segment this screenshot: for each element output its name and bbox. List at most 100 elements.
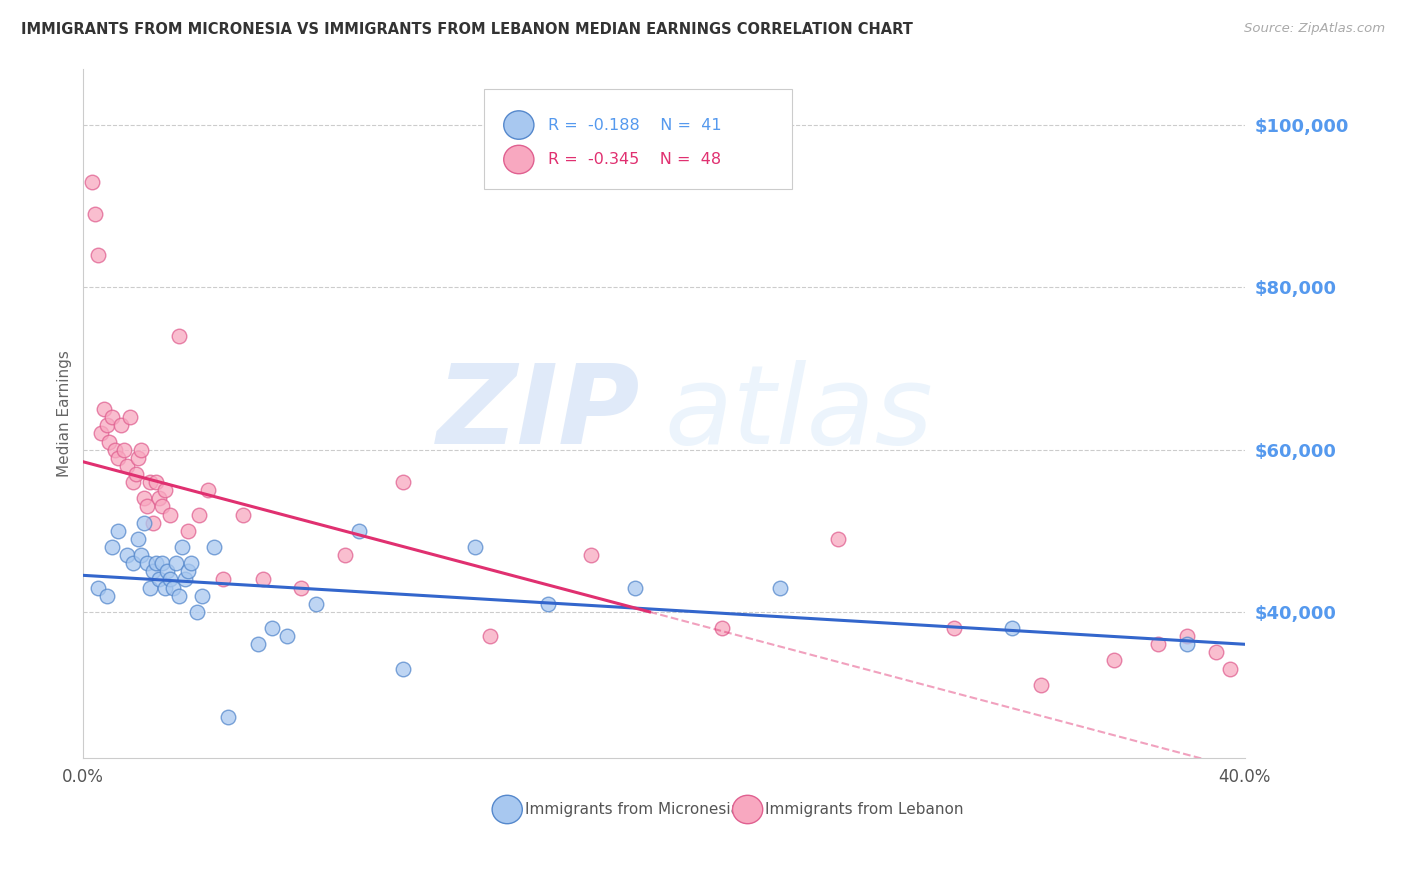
Point [145,556,167,570]
Point [186,605,208,619]
Point [252,573,274,587]
Point [96,418,118,433]
Text: R =  -0.188    N =  41: R = -0.188 N = 41 [548,118,721,133]
Point [276,629,298,643]
Point [391,662,413,676]
Point [98,434,121,449]
Text: Immigrants from Lebanon: Immigrants from Lebanon [765,802,963,817]
Point [124,467,146,481]
Point [191,589,214,603]
Point [80,175,103,189]
Point [87,581,110,595]
Point [104,442,127,457]
Point [134,516,156,530]
Point [156,564,179,578]
Point [347,524,370,538]
Point [139,581,162,595]
Point [1146,637,1168,651]
Point [165,556,187,570]
Text: IMMIGRANTS FROM MICRONESIA VS IMMIGRANTS FROM LEBANON MEDIAN EARNINGS CORRELATIO: IMMIGRANTS FROM MICRONESIA VS IMMIGRANTS… [21,22,912,37]
Point [150,556,173,570]
Point [202,540,225,554]
Point [1205,645,1227,659]
Point [304,597,326,611]
Point [581,548,603,562]
Point [148,573,170,587]
Point [96,589,118,603]
Point [180,556,202,570]
Point [145,475,167,489]
Text: Source: ZipAtlas.com: Source: ZipAtlas.com [1244,22,1385,36]
Point [136,556,159,570]
Ellipse shape [492,796,522,823]
Ellipse shape [733,796,762,823]
Point [148,491,170,506]
Point [1175,629,1198,643]
Point [167,329,190,343]
Point [391,475,413,489]
Point [333,548,356,562]
Point [537,597,560,611]
Point [110,418,132,433]
Point [127,450,149,465]
Point [159,508,181,522]
Text: Immigrants from Micronesia: Immigrants from Micronesia [524,802,740,817]
Point [246,637,269,651]
Point [153,483,176,498]
Point [121,475,143,489]
Point [1102,653,1125,667]
Point [217,710,239,724]
Ellipse shape [503,111,534,139]
Point [136,500,159,514]
Point [232,508,254,522]
Ellipse shape [503,145,534,174]
Point [121,556,143,570]
Point [118,410,141,425]
Point [769,581,792,595]
Point [162,581,184,595]
Point [150,500,173,514]
Point [943,621,966,635]
Point [127,532,149,546]
Point [177,524,200,538]
Point [115,548,138,562]
Point [711,621,734,635]
Point [167,589,190,603]
Point [211,573,233,587]
Point [115,458,138,473]
Y-axis label: Median Earnings: Median Earnings [58,350,72,476]
Text: atlas: atlas [664,359,932,467]
Point [90,426,112,441]
Point [290,581,312,595]
Point [142,516,165,530]
Point [478,629,501,643]
FancyBboxPatch shape [484,89,792,189]
Text: R =  -0.345    N =  48: R = -0.345 N = 48 [548,152,721,167]
Point [93,402,115,417]
Point [260,621,283,635]
Point [131,442,153,457]
Point [131,548,153,562]
Point [1031,678,1053,692]
Point [84,207,107,221]
Point [188,508,211,522]
Point [139,475,162,489]
Point [174,573,197,587]
Point [624,581,647,595]
Point [134,491,156,506]
Point [107,524,129,538]
Point [101,540,124,554]
Point [827,532,849,546]
Point [1175,637,1198,651]
Point [197,483,219,498]
Point [153,581,176,595]
Point [159,573,181,587]
Point [87,248,110,262]
Point [1001,621,1024,635]
Point [107,450,129,465]
Point [464,540,486,554]
Point [101,410,124,425]
Point [142,564,165,578]
Text: ZIP: ZIP [437,359,641,467]
Point [112,442,135,457]
